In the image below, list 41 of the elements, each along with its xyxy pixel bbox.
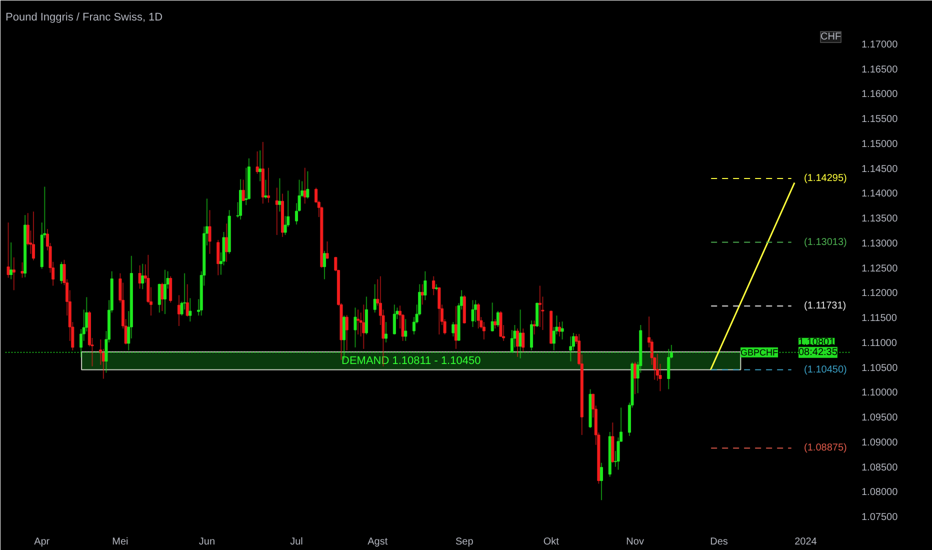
y-tick-label: 1.17000 bbox=[862, 39, 898, 50]
x-tick-label: 2024 bbox=[794, 536, 818, 548]
candlestick bbox=[499, 310, 502, 338]
y-tick-label: 1.15000 bbox=[862, 138, 898, 150]
x-tick-label: Agst bbox=[368, 536, 388, 548]
y-tick-label: 1.07500 bbox=[862, 512, 898, 524]
y-tick-label: 1.13500 bbox=[862, 214, 898, 225]
chart-title: Pound Inggris / Franc Swiss, 1D bbox=[6, 12, 163, 24]
x-tick-label: Jul bbox=[290, 536, 303, 548]
y-tick-label: 1.08000 bbox=[862, 487, 898, 498]
ref-line-label: GBPCHF bbox=[740, 347, 779, 358]
y-tick-label: 1.10500 bbox=[862, 362, 898, 374]
y-tick-label: 1.08500 bbox=[862, 462, 898, 474]
ref-line-label: (1.08875) bbox=[804, 442, 847, 454]
x-tick-label: Sep bbox=[455, 536, 474, 548]
y-tick-label: 1.14500 bbox=[862, 164, 898, 175]
x-tick-label: Jun bbox=[198, 536, 216, 548]
ref-line-label: (1.11731) bbox=[804, 300, 846, 312]
y-tick-label: 1.09500 bbox=[862, 412, 898, 424]
x-tick-label: Des bbox=[710, 536, 728, 548]
annotation: 08:42:35 bbox=[798, 346, 838, 358]
ref-line-label: (1.13013) bbox=[804, 236, 847, 248]
x-tick-label: Okt bbox=[543, 536, 560, 548]
y-tick-label: 1.11000 bbox=[862, 338, 898, 349]
x-tick-label: Nov bbox=[626, 536, 644, 548]
y-tick-label: 1.12000 bbox=[862, 288, 898, 300]
ref-line-label: (1.14295) bbox=[804, 172, 847, 184]
y-tick-label: 1.12500 bbox=[862, 263, 898, 274]
y-tick-label: 1.09000 bbox=[862, 437, 898, 448]
y-tick-label: 1.13000 bbox=[862, 238, 898, 250]
x-tick-label: Apr bbox=[34, 536, 50, 548]
y-tick-label: 1.14000 bbox=[862, 188, 898, 200]
annotation: 1.10801 bbox=[798, 336, 836, 348]
y-tick-label: 1.16500 bbox=[862, 64, 898, 76]
y-tick-label: 1.11500 bbox=[862, 313, 898, 324]
x-tick-label: Mei bbox=[112, 536, 128, 548]
y-axis-title: CHF bbox=[820, 32, 842, 42]
y-tick-label: 1.16000 bbox=[862, 89, 898, 100]
ref-line-label: (1.10450) bbox=[804, 364, 847, 376]
y-tick-label: 1.15500 bbox=[862, 114, 898, 126]
y-tick-label: 1.10000 bbox=[862, 388, 898, 399]
